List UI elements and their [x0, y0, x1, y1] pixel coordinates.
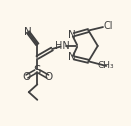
Text: N: N: [68, 30, 76, 40]
Text: Cl: Cl: [103, 21, 113, 31]
Text: O: O: [22, 72, 31, 82]
Text: O: O: [44, 72, 52, 82]
Text: CH₃: CH₃: [98, 61, 115, 70]
Text: N: N: [24, 27, 32, 37]
Text: HN: HN: [56, 41, 70, 51]
Text: S: S: [34, 64, 41, 77]
Text: N: N: [68, 52, 76, 62]
